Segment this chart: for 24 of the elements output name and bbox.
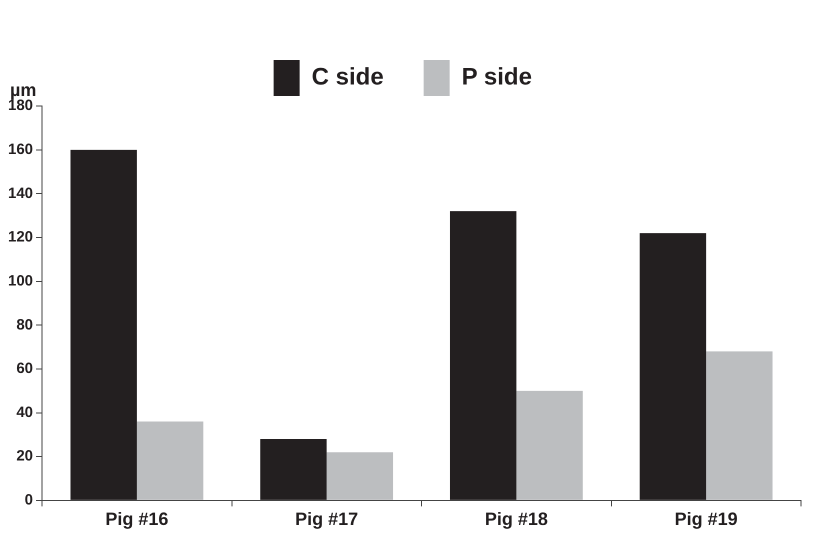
y-axis-title: µm [10, 80, 36, 100]
bar [260, 439, 327, 500]
y-tick-label: 40 [16, 404, 34, 421]
bar [326, 452, 394, 500]
bar [640, 233, 706, 500]
legend-label: C side [312, 64, 384, 91]
y-tick-label: 160 [8, 140, 34, 158]
y-tick-label: 0 [24, 492, 34, 509]
y-tick-label: 100 [8, 272, 34, 290]
y-tick-label: 60 [16, 360, 34, 378]
bar [136, 422, 204, 500]
y-tick-label: 120 [8, 228, 34, 246]
bar [70, 150, 137, 500]
x-tick-label: Pig #17 [295, 509, 358, 530]
x-tick-label: Pig #18 [484, 509, 548, 530]
x-tick-label: Pig #16 [105, 509, 168, 530]
bar [516, 390, 583, 500]
legend-label: P side [462, 64, 532, 91]
y-tick-label: 20 [16, 448, 34, 465]
bar [450, 211, 516, 500]
y-tick-label: 140 [8, 184, 34, 202]
x-tick-label: Pig #19 [674, 509, 738, 530]
y-tick-label: 80 [16, 316, 34, 334]
bar [706, 351, 773, 500]
